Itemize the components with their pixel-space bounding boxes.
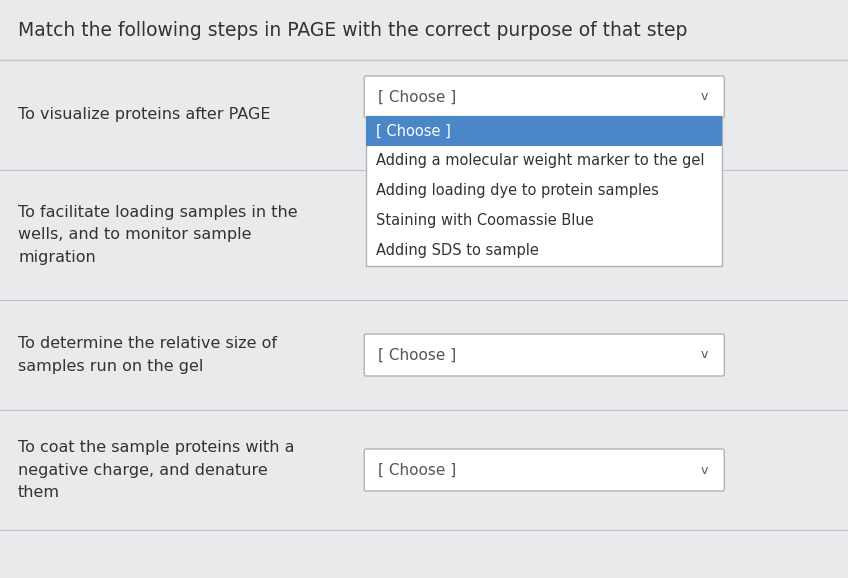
Bar [0,60,848,578]
Text: To visualize proteins after PAGE: To visualize proteins after PAGE [18,108,271,123]
Bar [0,0,848,60]
Text: [ Choose ]: [ Choose ] [378,90,456,105]
Text: Match the following steps in PAGE with the correct purpose of that step: Match the following steps in PAGE with t… [18,20,688,39]
Text: Adding SDS to sample: Adding SDS to sample [377,243,539,258]
Bar [366,116,722,266]
FancyBboxPatch shape [364,334,724,376]
Text: To determine the relative size of
samples run on the gel: To determine the relative size of sample… [18,336,277,373]
Text: [ Choose ]: [ Choose ] [377,124,451,139]
Text: To facilitate loading samples in the
wells, and to monitor sample
migration: To facilitate loading samples in the wel… [18,205,298,265]
Text: v: v [700,91,708,103]
Bar [366,116,722,146]
Text: [ Choose ]: [ Choose ] [378,347,456,362]
Text: Staining with Coomassie Blue: Staining with Coomassie Blue [377,213,594,228]
Text: Adding loading dye to protein samples: Adding loading dye to protein samples [377,183,659,198]
Bar [0,60,848,170]
Bar [0,300,848,410]
FancyBboxPatch shape [364,449,724,491]
FancyBboxPatch shape [364,76,724,118]
Bar [0,170,848,300]
Text: v: v [700,349,708,361]
Bar [0,410,848,530]
Text: Adding a molecular weight marker to the gel: Adding a molecular weight marker to the … [377,154,705,169]
Text: v: v [700,464,708,476]
Text: [ Choose ]: [ Choose ] [378,462,456,477]
Text: To coat the sample proteins with a
negative charge, and denature
them: To coat the sample proteins with a negat… [18,440,294,500]
